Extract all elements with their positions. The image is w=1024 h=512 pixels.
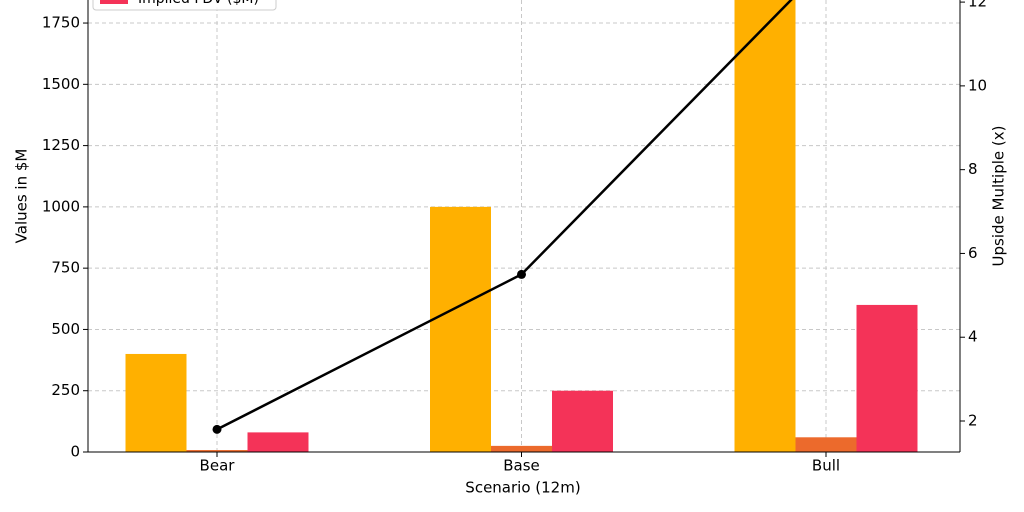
x-tick-label: Bear — [200, 457, 236, 475]
bar — [186, 450, 248, 452]
bar — [552, 390, 613, 452]
bar — [125, 353, 187, 452]
y2-axis-label: Upside Multiple (x) — [990, 126, 1008, 267]
bar — [795, 437, 857, 452]
bar — [247, 432, 309, 452]
y-tick-label: 750 — [51, 259, 80, 277]
legend-box — [92, 0, 277, 11]
y2-tick-label: 12 — [968, 0, 987, 11]
y-tick-label: 500 — [51, 320, 80, 338]
y-tick-label: 1750 — [42, 14, 80, 32]
y2-tick-label: 10 — [968, 76, 987, 94]
y-tick-label: 1500 — [42, 75, 80, 93]
legend-swatch — [100, 0, 128, 4]
x-tick-label: Bull — [812, 457, 840, 475]
x-tick-label: Base — [503, 457, 540, 475]
x-axis-label: Scenario (12m) — [465, 479, 580, 497]
y-tick-label: 1250 — [42, 136, 80, 154]
line-point — [212, 424, 222, 434]
bar — [856, 304, 918, 452]
y2-tick-label: 4 — [968, 328, 978, 346]
bar — [430, 206, 491, 452]
y-tick-label: 1000 — [42, 197, 80, 215]
y2-tick-label: 8 — [968, 160, 978, 178]
y2-tick-label: 2 — [968, 412, 978, 430]
y-tick-label: 250 — [51, 381, 80, 399]
y2-tick-label: 6 — [968, 244, 978, 262]
bar — [491, 445, 552, 452]
plot-area — [125, 0, 918, 452]
y-tick-label: 0 — [70, 443, 80, 461]
legend: Implied FDV ($M) — [92, 0, 277, 11]
legend-label: Implied FDV ($M) — [138, 0, 259, 7]
bar — [734, 0, 796, 452]
line-point — [517, 269, 526, 279]
grid — [88, 0, 960, 453]
y-axis-label: Values in $M — [13, 149, 31, 244]
